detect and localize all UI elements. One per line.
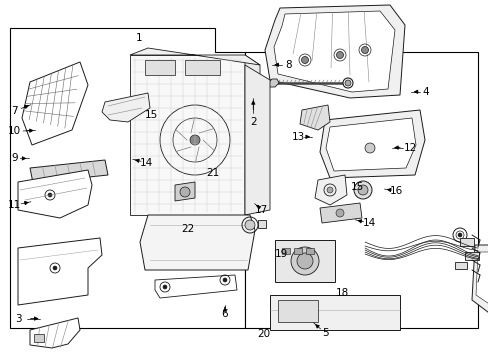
- Circle shape: [353, 181, 371, 199]
- Bar: [293, 248, 302, 254]
- Polygon shape: [471, 245, 488, 325]
- Text: 11: 11: [8, 200, 21, 210]
- Polygon shape: [319, 110, 424, 178]
- Circle shape: [342, 78, 352, 88]
- Bar: [34, 334, 44, 342]
- Polygon shape: [22, 62, 88, 145]
- Text: 14: 14: [362, 218, 375, 228]
- Circle shape: [361, 46, 368, 54]
- Circle shape: [457, 233, 461, 237]
- Circle shape: [190, 135, 200, 145]
- Polygon shape: [18, 238, 102, 305]
- Text: 17: 17: [254, 204, 268, 215]
- Bar: [184, 60, 220, 75]
- Polygon shape: [244, 65, 269, 215]
- Circle shape: [53, 266, 57, 270]
- Circle shape: [301, 57, 308, 63]
- Text: 13: 13: [291, 132, 305, 142]
- Polygon shape: [18, 170, 92, 218]
- Text: 18: 18: [335, 288, 348, 298]
- Text: 21: 21: [205, 168, 219, 178]
- Text: 15: 15: [144, 110, 158, 120]
- Polygon shape: [30, 160, 108, 183]
- Text: 15: 15: [349, 182, 363, 192]
- Text: 6: 6: [221, 309, 228, 319]
- Polygon shape: [475, 252, 488, 318]
- Polygon shape: [273, 11, 394, 92]
- Bar: [459, 238, 473, 246]
- Text: 2: 2: [249, 117, 256, 127]
- Polygon shape: [130, 55, 244, 215]
- Text: 8: 8: [285, 60, 291, 70]
- Circle shape: [336, 51, 343, 58]
- Polygon shape: [244, 55, 260, 215]
- Circle shape: [180, 187, 190, 197]
- Circle shape: [326, 187, 332, 193]
- Polygon shape: [175, 182, 195, 201]
- Circle shape: [296, 253, 312, 269]
- Polygon shape: [244, 52, 477, 328]
- Polygon shape: [140, 215, 254, 270]
- Circle shape: [357, 185, 367, 195]
- Text: 14: 14: [140, 158, 153, 168]
- Polygon shape: [130, 48, 260, 65]
- Polygon shape: [325, 118, 415, 171]
- Text: 7: 7: [11, 106, 18, 116]
- Bar: [274, 240, 334, 282]
- Bar: [305, 248, 313, 254]
- Bar: [145, 60, 175, 75]
- Polygon shape: [30, 318, 80, 348]
- Circle shape: [163, 285, 167, 289]
- Text: 9: 9: [11, 153, 18, 163]
- Polygon shape: [299, 105, 329, 130]
- Text: 19: 19: [274, 249, 287, 259]
- Text: 22: 22: [181, 224, 195, 234]
- Polygon shape: [102, 93, 150, 122]
- Polygon shape: [155, 275, 237, 298]
- Polygon shape: [267, 79, 279, 87]
- Bar: [282, 248, 289, 254]
- Circle shape: [364, 143, 374, 153]
- Bar: [278, 300, 317, 322]
- Bar: [454, 262, 466, 269]
- Text: 10: 10: [8, 126, 21, 136]
- Text: 20: 20: [257, 329, 270, 339]
- Text: 12: 12: [403, 143, 417, 153]
- Circle shape: [335, 209, 343, 217]
- Bar: [464, 252, 478, 260]
- Text: 16: 16: [388, 186, 402, 196]
- Bar: [258, 220, 265, 228]
- Text: 4: 4: [421, 87, 428, 97]
- Circle shape: [48, 193, 52, 197]
- Polygon shape: [10, 28, 244, 328]
- Circle shape: [345, 80, 350, 86]
- Polygon shape: [319, 203, 361, 223]
- Circle shape: [290, 247, 318, 275]
- Text: 3: 3: [15, 314, 22, 324]
- Bar: [269, 295, 399, 330]
- Polygon shape: [314, 175, 346, 205]
- Polygon shape: [264, 5, 404, 98]
- Text: 1: 1: [136, 33, 142, 43]
- Text: 5: 5: [321, 328, 328, 338]
- Circle shape: [244, 220, 254, 230]
- Circle shape: [223, 278, 226, 282]
